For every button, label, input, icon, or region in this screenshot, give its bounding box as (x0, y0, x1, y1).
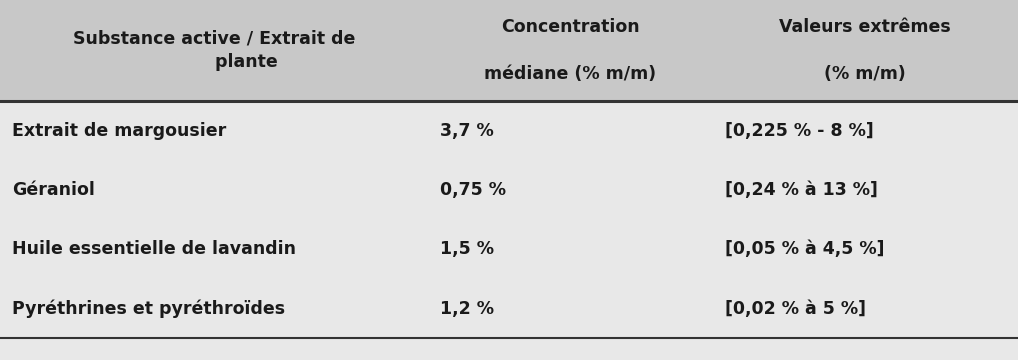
FancyBboxPatch shape (0, 220, 1018, 279)
Text: [0,225 % - 8 %]: [0,225 % - 8 %] (725, 122, 873, 140)
Text: Substance active / Extrait de
           plante: Substance active / Extrait de plante (72, 30, 355, 71)
Text: 3,7 %: 3,7 % (440, 122, 494, 140)
FancyBboxPatch shape (0, 0, 1018, 101)
Text: Concentration

médiane (% m/m): Concentration médiane (% m/m) (484, 18, 657, 83)
Text: 1,2 %: 1,2 % (440, 300, 494, 318)
Text: Géraniol: Géraniol (12, 181, 95, 199)
Text: [0,02 % à 5 %]: [0,02 % à 5 %] (725, 300, 866, 318)
FancyBboxPatch shape (0, 101, 1018, 160)
Text: Pyréthrines et pyréthroïdes: Pyréthrines et pyréthroïdes (12, 300, 285, 318)
Text: [0,05 % à 4,5 %]: [0,05 % à 4,5 %] (725, 240, 885, 258)
Text: Extrait de margousier: Extrait de margousier (12, 122, 226, 140)
Text: Huile essentielle de lavandin: Huile essentielle de lavandin (12, 240, 296, 258)
FancyBboxPatch shape (0, 279, 1018, 338)
Text: 1,5 %: 1,5 % (440, 240, 494, 258)
FancyBboxPatch shape (0, 160, 1018, 220)
Text: [0,24 % à 13 %]: [0,24 % à 13 %] (725, 181, 878, 199)
Text: 0,75 %: 0,75 % (440, 181, 506, 199)
Text: Valeurs extrêmes

(% m/m): Valeurs extrêmes (% m/m) (780, 18, 951, 83)
